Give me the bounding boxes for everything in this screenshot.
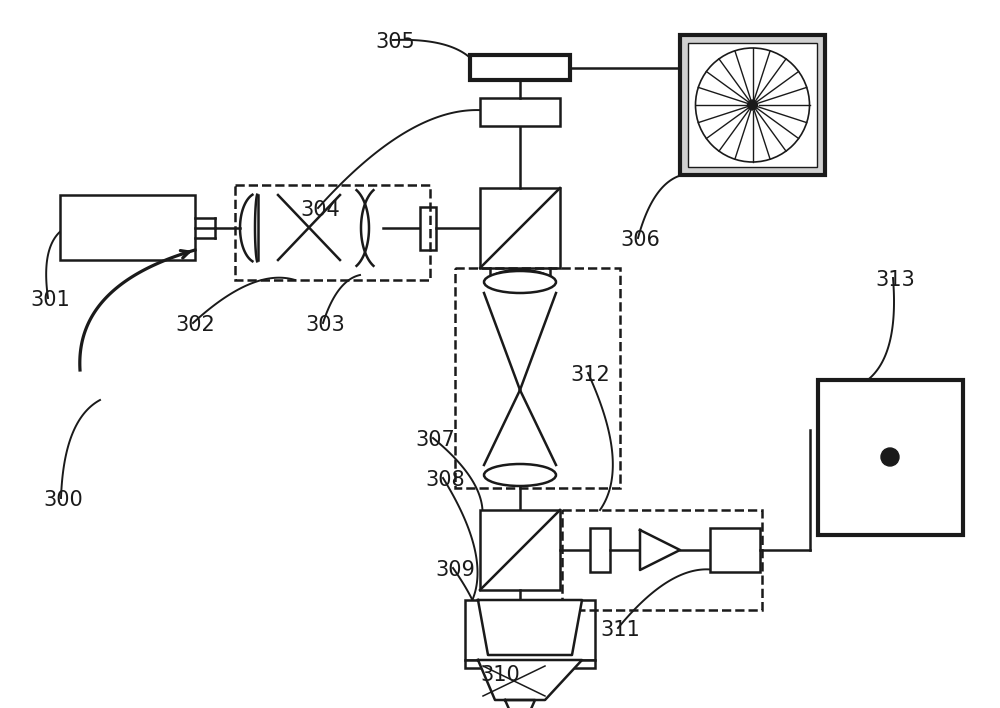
Ellipse shape — [484, 271, 556, 293]
Bar — [818, 380, 963, 535]
Bar — [480, 510, 560, 590]
Bar — [455, 268, 620, 488]
Text: 304: 304 — [300, 200, 340, 220]
Text: 312: 312 — [570, 365, 610, 385]
Bar — [465, 600, 595, 660]
Text: 300: 300 — [43, 490, 83, 510]
Ellipse shape — [484, 464, 556, 486]
Bar — [470, 55, 570, 80]
Circle shape — [748, 100, 758, 110]
Text: 311: 311 — [600, 620, 640, 640]
Bar — [235, 185, 430, 280]
Bar — [710, 528, 760, 572]
Text: 301: 301 — [30, 290, 70, 310]
Bar — [688, 43, 817, 167]
Bar — [590, 528, 610, 572]
Bar — [480, 98, 560, 126]
Circle shape — [881, 448, 899, 466]
Text: 303: 303 — [305, 315, 345, 335]
Text: 313: 313 — [875, 270, 915, 290]
Text: 310: 310 — [480, 665, 520, 685]
Text: 309: 309 — [435, 560, 475, 580]
Bar — [680, 35, 825, 175]
Text: 307: 307 — [415, 430, 455, 450]
Polygon shape — [478, 660, 582, 700]
Text: 308: 308 — [425, 470, 465, 490]
Text: 305: 305 — [375, 32, 415, 52]
Bar — [562, 510, 762, 610]
Bar — [420, 207, 436, 250]
Bar — [60, 195, 195, 260]
Text: 302: 302 — [175, 315, 215, 335]
Bar — [480, 188, 560, 268]
Polygon shape — [640, 530, 680, 570]
Bar — [465, 660, 595, 668]
Ellipse shape — [490, 270, 550, 290]
Text: 306: 306 — [620, 230, 660, 250]
Polygon shape — [478, 600, 582, 655]
Polygon shape — [505, 700, 535, 708]
